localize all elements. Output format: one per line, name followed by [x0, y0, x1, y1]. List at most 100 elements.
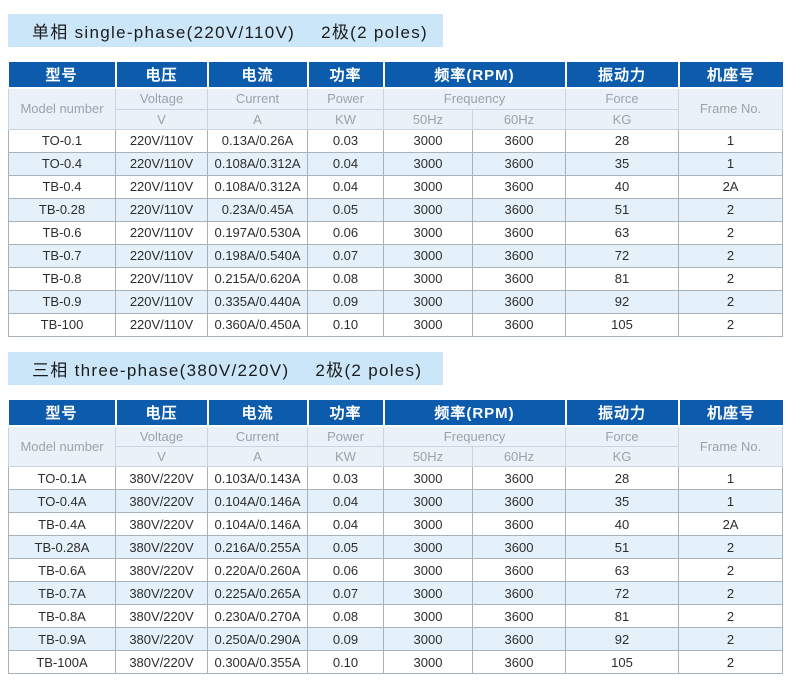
table-cell: 0.07	[307, 581, 384, 605]
single-phase-banner: 单相 single-phase(220V/110V) 2极(2 poles)	[8, 14, 443, 47]
table-cell: 0.07	[307, 243, 384, 268]
table-cell: 0.04	[307, 489, 384, 513]
table-cell: 0.05	[307, 197, 384, 222]
table-row: TO-0.1 220V/110V 0.13A/0.26A 0.03 3000 3600 28…	[8, 128, 784, 153]
table-row: TO-0.4A 380V/220V 0.104A/0.146A 0.04 3000 360…	[8, 489, 784, 513]
header-current-en: Current	[207, 87, 308, 110]
table-cell: 3600	[471, 174, 567, 199]
header-frame-cn: 机座号	[677, 62, 783, 89]
table-cell: 0.06	[307, 558, 384, 582]
header-force-cn: 振动力	[564, 399, 680, 427]
table-cell: 63	[565, 220, 680, 245]
table-cell: 35	[565, 151, 680, 176]
header-power-en: Power	[307, 87, 384, 110]
table-cell: TO-0.4	[8, 151, 116, 176]
table-cell: TB-0.9	[8, 289, 116, 314]
table-row: TB-0.9A 380V/220V 0.250A/0.290A 0.09 3000 360…	[8, 627, 784, 651]
header-freq-50hz: 50Hz	[383, 446, 473, 467]
table-row: TB-0.7A 380V/220V 0.225A/0.265A 0.07 3000 360…	[8, 581, 784, 605]
table-cell: 0.103A/0.143A	[207, 466, 308, 490]
table-cell: TB-0.6A	[8, 558, 116, 582]
table-cell: 3600	[471, 289, 567, 314]
table-row: TB-0.28 220V/110V 0.23A/0.45A 0.05 3000 3600 5…	[8, 197, 784, 222]
table-row: TB-0.7 220V/110V 0.198A/0.540A 0.07 3000 3600…	[8, 243, 784, 268]
table-row: TB-0.8A 380V/220V 0.230A/0.270A 0.08 3000 360…	[8, 604, 784, 628]
table-cell: 0.08	[307, 266, 384, 291]
header-freq-50hz: 50Hz	[383, 108, 473, 130]
table-cell: 51	[565, 535, 680, 559]
table-cell: 220V/110V	[115, 128, 208, 153]
table-cell: TB-0.28A	[8, 535, 116, 559]
header-voltage-unit: V	[115, 108, 208, 130]
table-cell: 0.104A/0.146A	[207, 489, 308, 513]
three-phase-table: 型号 电压 电流 功率 频率(RPM) 振动力 机座号 Model number…	[8, 399, 784, 674]
header-frequency-en: Frequency	[382, 425, 567, 447]
header-power-cn: 功率	[306, 62, 385, 89]
table-cell: 3000	[383, 466, 473, 490]
header-model-en: Model number	[8, 425, 116, 467]
table-cell: 2A	[678, 512, 784, 536]
table-cell: 220V/110V	[115, 243, 208, 268]
table-cell: 0.04	[307, 151, 384, 176]
table-cell: 3600	[471, 128, 567, 153]
table-cell: 0.06	[307, 220, 384, 245]
table-cell: 92	[565, 627, 680, 651]
table-cell: 3000	[383, 174, 473, 199]
table-cell: 2A	[678, 174, 784, 199]
header-voltage-cn: 电压	[114, 399, 209, 427]
table-row: TB-100A 380V/220V 0.300A/0.355A 0.10 3000 360…	[8, 650, 784, 674]
header-power-unit: KW	[307, 108, 384, 130]
table-cell: 3000	[383, 243, 473, 268]
table-cell: 0.13A/0.26A	[207, 128, 308, 153]
banner-title: 单相 single-phase(220V/110V)	[32, 23, 296, 42]
table-row: TB-0.6A 380V/220V 0.220A/0.260A 0.06 3000 360…	[8, 558, 784, 582]
table-cell: 0.300A/0.355A	[207, 650, 308, 674]
table-cell: 72	[565, 243, 680, 268]
header-voltage-en: Voltage	[115, 87, 208, 110]
table-cell: 220V/110V	[115, 151, 208, 176]
table-cell: 2	[678, 558, 784, 582]
table-cell: 40	[565, 174, 680, 199]
table-header: 型号 电压 电流 功率 频率(RPM) 振动力 机座号 Model number…	[8, 62, 784, 130]
table-cell: 105	[565, 312, 680, 337]
table-cell: 3600	[471, 604, 567, 628]
table-cell: 81	[565, 266, 680, 291]
table-cell: 3600	[471, 312, 567, 337]
table-cell: 0.04	[307, 174, 384, 199]
table-cell: 0.09	[307, 627, 384, 651]
table-cell: 3600	[471, 512, 567, 536]
table-row: TB-0.4 220V/110V 0.108A/0.312A 0.04 3000 3600…	[8, 174, 784, 199]
table-cell: 380V/220V	[115, 466, 208, 490]
table-cell: 1	[678, 466, 784, 490]
table-cell: 3600	[471, 243, 567, 268]
table-cell: 1	[678, 489, 784, 513]
table-cell: 380V/220V	[115, 558, 208, 582]
header-frame-en: Frame No.	[678, 425, 784, 467]
table-cell: 0.104A/0.146A	[207, 512, 308, 536]
table-cell: 0.23A/0.45A	[207, 197, 308, 222]
table-cell: 1	[678, 128, 784, 153]
table-cell: TB-0.28	[8, 197, 116, 222]
table-cell: 0.250A/0.290A	[207, 627, 308, 651]
table-cell: 3600	[471, 558, 567, 582]
table-cell: 380V/220V	[115, 512, 208, 536]
spec-sheet-page: 单相 single-phase(220V/110V) 2极(2 poles) 型…	[8, 14, 784, 674]
table-cell: 0.230A/0.270A	[207, 604, 308, 628]
table-row: TB-0.28A 380V/220V 0.216A/0.255A 0.05 3000 36…	[8, 535, 784, 559]
table-cell: 105	[565, 650, 680, 674]
table-cell: 3000	[383, 581, 473, 605]
table-cell: 3600	[471, 489, 567, 513]
header-freq-60hz: 60Hz	[471, 108, 567, 130]
table-cell: 0.08	[307, 604, 384, 628]
table-body: TO-0.1 220V/110V 0.13A/0.26A 0.03 3000 3600 28…	[8, 128, 784, 337]
table-cell: 0.03	[307, 466, 384, 490]
table-cell: 0.05	[307, 535, 384, 559]
header-power-cn: 功率	[306, 399, 385, 427]
table-cell: 40	[565, 512, 680, 536]
table-cell: 0.360A/0.450A	[207, 312, 308, 337]
table-body: TO-0.1A 380V/220V 0.103A/0.143A 0.03 3000 360…	[8, 466, 784, 674]
table-cell: 3000	[383, 558, 473, 582]
header-voltage-unit: V	[115, 446, 208, 467]
table-cell: 72	[565, 581, 680, 605]
table-cell: 1	[678, 151, 784, 176]
